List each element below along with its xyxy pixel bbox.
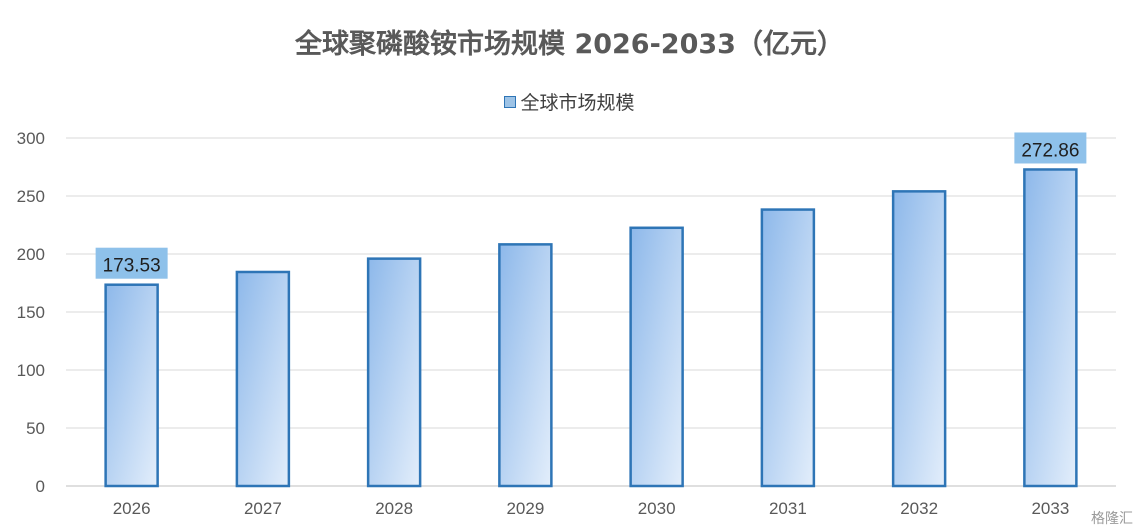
y-tick-label: 300 [17, 129, 45, 148]
data-label-2026: 173.53 [103, 256, 161, 277]
x-tick-label-2032: 2032 [900, 499, 938, 518]
x-tick-label-2031: 2031 [769, 499, 807, 518]
bar-2032 [891, 190, 947, 488]
x-tick-label-2033: 2033 [1031, 499, 1069, 518]
bar-2026 [104, 283, 159, 488]
data-label-box-2033 [1014, 132, 1087, 164]
legend: 全球市场规模 [0, 88, 1139, 115]
y-tick-label: 200 [17, 245, 45, 264]
y-tick-label: 0 [36, 477, 45, 496]
x-tick-label-2026: 2026 [113, 499, 151, 518]
y-tick-label: 250 [17, 187, 45, 206]
y-tick-label: 150 [17, 303, 45, 322]
legend-swatch [504, 95, 517, 108]
legend-label: 全球市场规模 [520, 92, 635, 114]
x-tick-label-2028: 2028 [375, 499, 413, 518]
bar-2033 [1023, 168, 1078, 488]
bar-2027 [235, 270, 291, 488]
x-tick-label-2030: 2030 [638, 499, 676, 518]
bar-2029 [498, 243, 553, 488]
y-tick-label: 50 [26, 419, 45, 438]
chart-title: 全球聚磷酸铵市场规模 2026-2033（亿元） [295, 29, 844, 60]
y-tick-label: 100 [17, 361, 45, 380]
data-label-box-2026 [95, 247, 168, 279]
data-label-2033: 272.86 [1021, 140, 1079, 161]
bar-2028 [366, 257, 422, 488]
x-tick-label-2027: 2027 [244, 499, 282, 518]
bar-2030 [629, 226, 684, 488]
bar-2031 [760, 208, 816, 488]
x-tick-label-2029: 2029 [506, 499, 544, 518]
watermark: 格隆汇 [1091, 511, 1133, 527]
